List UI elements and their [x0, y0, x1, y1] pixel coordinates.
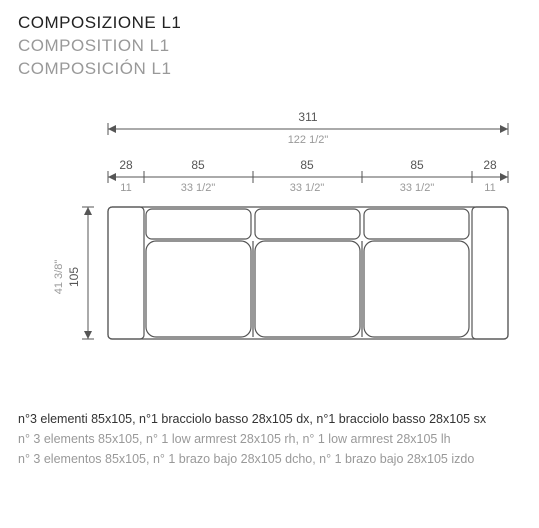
seg0-in: 11 [120, 182, 131, 194]
height-cm: 105 [67, 266, 81, 286]
seg0-cm: 28 [119, 158, 133, 172]
caption-en: n° 3 elements 85x105, n° 1 low armrest 2… [18, 429, 521, 449]
caption-it: n°3 elementi 85x105, n°1 bracciolo basso… [18, 409, 521, 429]
seg1-cm: 85 [191, 158, 205, 172]
drawing-svg: 311 122 1/2" 28 11 85 33 1/2" 85 33 1/2"… [18, 99, 521, 349]
seg2-cm: 85 [300, 158, 314, 172]
seg3-in: 33 1/2" [400, 182, 435, 194]
sofa-outline [108, 207, 508, 339]
seg3-cm: 85 [410, 158, 424, 172]
height-dimension: 105 41 3/8" [53, 207, 94, 339]
title-es: COMPOSICIÓN L1 [18, 58, 521, 81]
segment-dimensions: 28 11 85 33 1/2" 85 33 1/2" 85 33 1/2" 2… [108, 158, 508, 194]
overall-in: 122 1/2" [288, 134, 329, 146]
overall-cm: 311 [298, 110, 317, 124]
seg4-in: 11 [484, 182, 495, 194]
overall-width-dimension: 311 122 1/2" [108, 110, 508, 146]
seg4-cm: 28 [483, 158, 497, 172]
technical-drawing: 311 122 1/2" 28 11 85 33 1/2" 85 33 1/2"… [18, 99, 521, 349]
seg1-in: 33 1/2" [181, 182, 216, 194]
caption-es: n° 3 elementos 85x105, n° 1 brazo bajo 2… [18, 449, 521, 469]
height-in: 41 3/8" [53, 259, 65, 294]
title-it: COMPOSIZIONE L1 [18, 12, 521, 35]
title-block: COMPOSIZIONE L1 COMPOSITION L1 COMPOSICI… [18, 12, 521, 81]
title-en: COMPOSITION L1 [18, 35, 521, 58]
caption-block: n°3 elementi 85x105, n°1 bracciolo basso… [18, 409, 521, 469]
seg2-in: 33 1/2" [290, 182, 325, 194]
